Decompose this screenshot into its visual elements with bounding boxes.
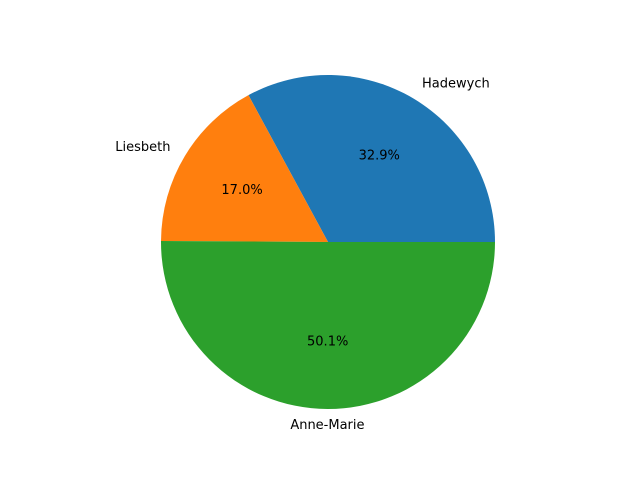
pie-slice-hadewych [248,74,495,242]
slice-percentage-label: 32.9% [359,148,400,163]
pie-labels: Hadewych 32.9% Liesbeth 17.0% Anne-Marie 50.1… [115,77,489,434]
pie-slice-liesbeth [161,95,328,242]
slice-label: Hadewych [422,77,490,92]
slice-label: Liesbeth [115,140,170,155]
slice-percentage-label: 50.1% [307,335,348,350]
slice-label: Anne-Marie [290,418,364,433]
slice-percentage-label: 17.0% [221,183,262,198]
pie-slices [161,74,495,409]
pie-slice-anne-marie [161,240,495,409]
